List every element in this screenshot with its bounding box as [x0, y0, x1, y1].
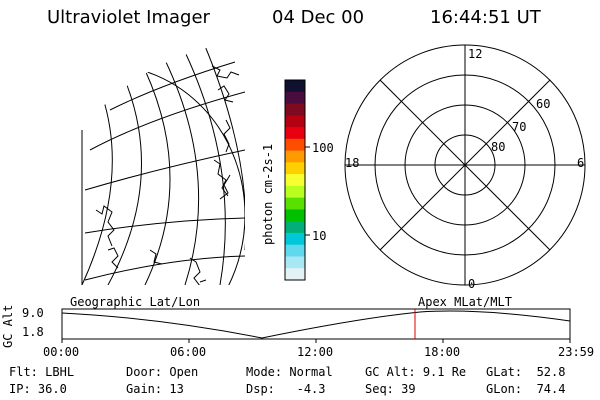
colorbar-tick-label-100: 100 [312, 141, 334, 155]
colorbar-segment [285, 268, 305, 281]
time-label: 16:44:51 UT [430, 7, 541, 28]
colorbar-segment [285, 209, 305, 222]
strip-y-tick-bottom: 1.8 [22, 325, 44, 339]
polar-lat-label-80: 80 [491, 140, 506, 154]
status-dsp: Dsp: -4.3 [246, 382, 326, 396]
strip-x-tick-2359: 23:59 [558, 345, 595, 359]
colorbar-segment [285, 103, 305, 116]
status-gain: Gain: 13 [126, 382, 184, 396]
strip-x-tick-0000: 00:00 [43, 345, 80, 359]
status-door: Door: Open [126, 365, 199, 379]
colorbar-segment [285, 185, 305, 199]
colorbar-segment [285, 162, 305, 175]
colorbar-segment [285, 174, 305, 187]
status-glon: GLon: 74.4 [486, 382, 566, 396]
polar-lat-label-60: 60 [536, 97, 551, 111]
status-ip: IP: 36.0 [9, 382, 67, 396]
strip-right-label: Apex MLat/MLT [418, 295, 512, 309]
polar-label-right: 6 [577, 156, 585, 170]
strip-left-label: Geographic Lat/Lon [70, 295, 201, 309]
colorbar-segment [285, 197, 305, 210]
strip-y-tick-top: 9.0 [22, 306, 44, 320]
date-label: 04 Dec 00 [272, 7, 365, 28]
colorbar-segment [285, 256, 305, 269]
polar-label-left: 18 [345, 156, 360, 170]
colorbar-segment [285, 127, 305, 140]
polar-label-top: 12 [468, 47, 483, 61]
colorbar-segment [285, 232, 305, 246]
status-glat: GLat: 52.8 [486, 365, 566, 379]
strip-x-tick-0600: 06:00 [170, 345, 207, 359]
colorbar-segment [285, 221, 305, 234]
colorbar-segment [285, 115, 305, 128]
status-mode: Mode: Normal [246, 365, 333, 379]
status-seq: Seq: 39 [365, 382, 416, 396]
colorbar-segment [285, 138, 305, 152]
colorbar-segment [285, 150, 305, 163]
colorbar-tick-label-10: 10 [312, 229, 327, 243]
polar-lat-label-70: 70 [512, 120, 527, 134]
instrument-title: Ultraviolet Imager [47, 7, 210, 28]
status-gc-alt: GC Alt: 9.1 Re [365, 365, 467, 379]
colorbar-segment [285, 91, 305, 105]
colorbar-segment [285, 244, 305, 257]
altitude-curve [61, 310, 571, 339]
status-flt: Flt: LBHL [9, 365, 75, 379]
polar-label-bottom: 0 [468, 277, 476, 291]
strip-x-tick-1200: 12:00 [297, 345, 334, 359]
strip-x-tick-1800: 18:00 [424, 345, 461, 359]
colorbar-segment [285, 80, 305, 93]
